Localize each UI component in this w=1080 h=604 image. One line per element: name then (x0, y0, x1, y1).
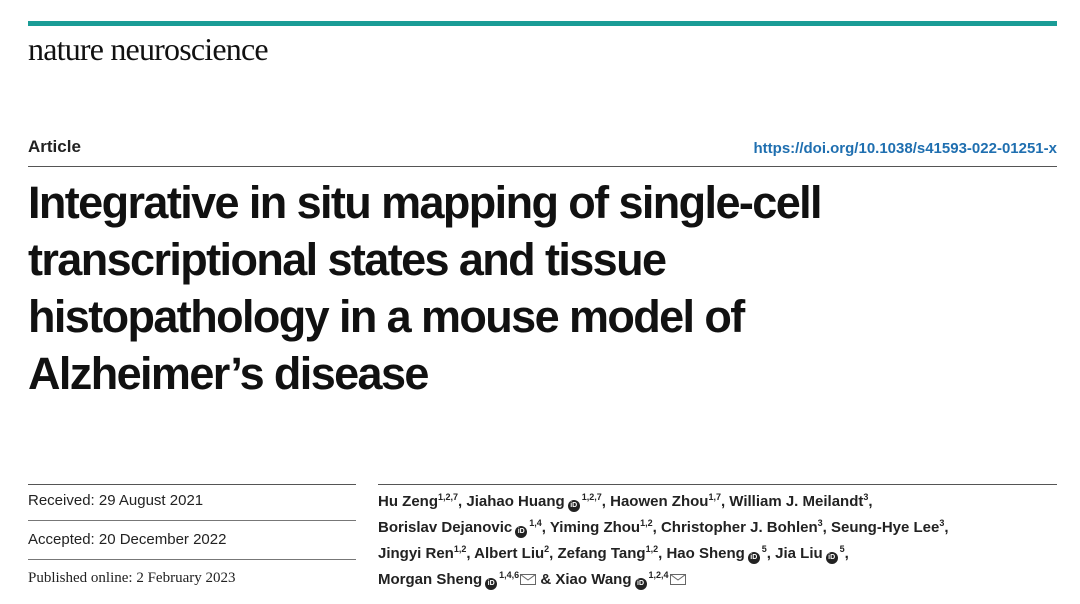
accepted-date: Accepted: 20 December 2022 (28, 531, 227, 548)
author[interactable]: Albert Liu2 (474, 544, 550, 563)
author-separator: & (536, 571, 556, 588)
author-affiliation: 3 (939, 518, 945, 528)
author[interactable]: Jiahao Huang iD1,2,7 (466, 492, 602, 512)
author[interactable]: Christopher J. Bohlen3 (660, 518, 823, 537)
author-separator: , (944, 519, 949, 536)
dates-divider (28, 484, 356, 485)
author-list: Hu Zeng1,2,7, Jiahao Huang iD1,2,7, Haowe… (378, 489, 1068, 593)
author-affiliation: 3 (863, 492, 869, 502)
author-separator: , (466, 545, 475, 562)
author[interactable]: Morgan Sheng iD1,4,6 (378, 570, 537, 590)
author-affiliation: 1,2 (640, 518, 653, 528)
author-affiliation: 1,2,7 (438, 492, 459, 502)
author-name[interactable]: Jingyi Ren (378, 545, 454, 562)
author-separator: , (658, 545, 667, 562)
title-line: Alzheimer’s disease (28, 348, 429, 399)
author-affiliation: 5 (839, 544, 845, 554)
header-divider (28, 166, 1057, 167)
author-separator: , (549, 545, 558, 562)
author-name[interactable]: Yiming Zhou (549, 519, 641, 536)
title-line: histopathology in a mouse model of (28, 291, 745, 342)
author[interactable]: Jingyi Ren1,2 (378, 544, 467, 563)
title-line: transcriptional states and tissue (28, 234, 667, 285)
author-separator: , (458, 493, 467, 510)
author-separator: , (541, 519, 550, 536)
author-affiliation: 1,2,4 (648, 570, 669, 580)
received-date: Received: 29 August 2021 (28, 492, 204, 509)
author[interactable]: Hao Sheng iD5 (666, 544, 767, 564)
author-name[interactable]: Jiahao Huang (466, 493, 565, 510)
author-separator: , (652, 519, 661, 536)
author[interactable]: Yiming Zhou1,2 (549, 518, 653, 537)
author-separator: , (844, 545, 849, 562)
orcid-icon[interactable]: iD (485, 578, 498, 590)
author[interactable]: Hu Zeng1,2,7 (378, 492, 459, 511)
author-name[interactable]: Hao Sheng (666, 545, 745, 562)
author[interactable]: Jia Liu iD5 (775, 544, 845, 564)
author[interactable]: William J. Meilandt3 (729, 492, 869, 511)
author-name[interactable]: Morgan Sheng (378, 571, 483, 588)
author-separator: , (868, 493, 873, 510)
author-affiliation: 3 (817, 518, 823, 528)
author-name[interactable]: Jia Liu (775, 545, 823, 562)
authors-divider (378, 484, 1057, 485)
author-affiliation: 1,2,7 (581, 492, 602, 502)
author-separator: , (720, 493, 730, 510)
journal-accent-bar (28, 21, 1057, 26)
author-affiliation: 1,7 (708, 492, 721, 502)
published-date: Published online: 2 February 2023 (28, 570, 236, 586)
author-name[interactable]: Haowen Zhou (610, 493, 709, 510)
author-name[interactable]: Zefang Tang (557, 545, 646, 562)
author[interactable]: Borislav Dejanovic iD1,4 (378, 518, 542, 538)
author-separator: , (601, 493, 611, 510)
dates-separator (28, 520, 356, 521)
author[interactable]: Zefang Tang1,2 (557, 544, 659, 563)
mail-icon[interactable] (520, 574, 537, 585)
author-name[interactable]: Seung-Hye Lee (831, 519, 940, 536)
author-separator: , (822, 519, 831, 536)
author[interactable]: Haowen Zhou1,7 (610, 492, 721, 511)
author-affiliation: 1,2 (645, 544, 659, 554)
author-name[interactable]: Borislav Dejanovic (378, 519, 513, 536)
author-affiliation: 1,2 (453, 544, 467, 554)
orcid-icon[interactable]: iD (747, 552, 760, 564)
orcid-icon[interactable]: iD (825, 552, 838, 564)
author-name[interactable]: Xiao Wang (555, 571, 632, 588)
orcid-icon[interactable]: iD (634, 578, 647, 590)
author[interactable]: Seung-Hye Lee3 (831, 518, 945, 537)
author-name[interactable]: Hu Zeng (378, 493, 438, 510)
orcid-icon[interactable]: iD (515, 526, 528, 538)
mail-icon[interactable] (669, 574, 686, 585)
author-name[interactable]: William J. Meilandt (729, 493, 864, 510)
author-affiliation: 5 (761, 544, 767, 554)
journal-name: nature neuroscience (28, 31, 269, 67)
author-name[interactable]: Albert Liu (474, 545, 545, 562)
author[interactable]: Xiao Wang iD1,2,4 (555, 570, 686, 590)
author-affiliation: 1,4 (529, 518, 542, 528)
title-line: Integrative in situ mapping of single-ce… (28, 177, 823, 228)
article-title: Integrative in situ mapping of single-ce… (28, 174, 1058, 402)
author-name[interactable]: Christopher J. Bohlen (660, 519, 818, 536)
orcid-icon[interactable]: iD (567, 500, 580, 512)
author-affiliation: 2 (544, 544, 550, 554)
article-type: Article (28, 137, 81, 156)
doi-link[interactable]: https://doi.org/10.1038/s41593-022-01251… (753, 140, 1058, 157)
author-affiliation: 1,4,6 (499, 570, 520, 580)
dates-separator (28, 559, 356, 560)
author-separator: , (766, 545, 776, 562)
